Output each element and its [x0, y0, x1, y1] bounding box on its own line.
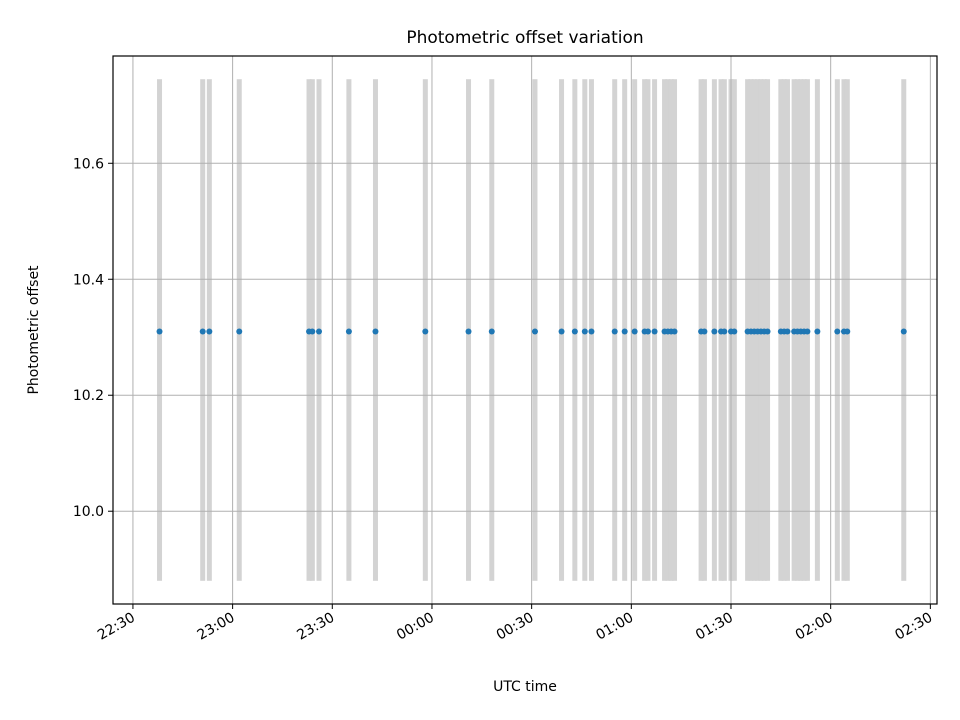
data-point	[588, 328, 595, 335]
data-point	[804, 328, 811, 335]
data-point	[558, 328, 565, 335]
data-point	[199, 328, 206, 335]
data-point	[531, 328, 538, 335]
x-axis-label: UTC time	[493, 679, 557, 695]
data-point	[236, 328, 243, 335]
data-point	[465, 328, 472, 335]
data-point	[488, 328, 495, 335]
y-axis-label: Photometric offset	[26, 265, 42, 395]
data-point	[631, 328, 638, 335]
y-axis: 10.0 10.2 10.4 10.6	[73, 156, 113, 520]
plot-frame	[112, 55, 938, 605]
data-point	[701, 328, 708, 335]
data-point	[571, 328, 578, 335]
y-tick-label: 10.0	[73, 504, 104, 520]
data-point	[644, 328, 651, 335]
data-point	[206, 328, 213, 335]
data-point	[814, 328, 821, 335]
data-point	[711, 328, 718, 335]
chart-title: Photometric offset variation	[406, 28, 643, 48]
data-point	[621, 328, 628, 335]
data-point	[764, 328, 771, 335]
data-point	[611, 328, 618, 335]
grid-layer	[113, 56, 937, 604]
data-point	[731, 328, 738, 335]
point-layer	[156, 328, 907, 335]
data-point	[345, 328, 352, 335]
data-point	[309, 328, 316, 335]
data-point	[156, 328, 163, 335]
data-point	[316, 328, 322, 335]
data-point	[671, 328, 678, 335]
data-point	[834, 328, 841, 335]
data-point	[784, 328, 791, 335]
data-point	[422, 328, 429, 335]
data-point	[651, 328, 658, 335]
data-point	[721, 328, 728, 335]
data-point	[581, 328, 588, 335]
y-tick-label: 10.6	[73, 156, 104, 172]
data-point	[900, 328, 907, 335]
data-point	[844, 328, 851, 335]
data-point	[372, 328, 379, 335]
y-tick-label: 10.2	[73, 388, 104, 404]
y-tick-label: 10.4	[73, 272, 104, 288]
